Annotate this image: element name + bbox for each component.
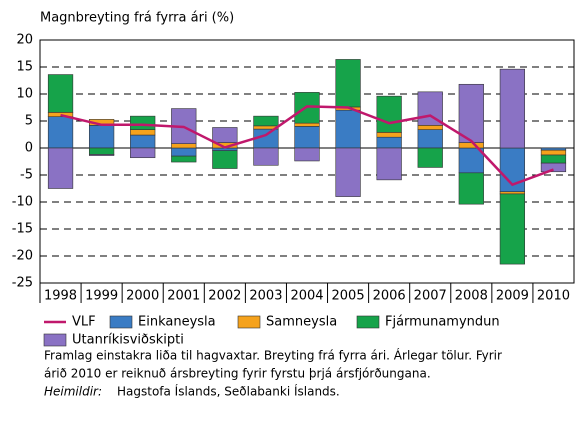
x-tick-label: 2000 <box>126 289 159 304</box>
bar-segment <box>88 154 115 156</box>
bar-segment <box>458 142 484 149</box>
vlf-line <box>60 105 554 187</box>
y-tick-label: -25 <box>12 276 33 291</box>
bar-segment <box>171 143 197 149</box>
x-tick-label: 2009 <box>496 289 529 304</box>
bar-segment <box>47 74 74 113</box>
bar-segment <box>253 115 279 127</box>
bar-segment <box>130 134 156 149</box>
bar-segment <box>171 147 197 157</box>
bar-segment <box>212 150 238 169</box>
x-tick-label: 2002 <box>208 289 241 304</box>
bar-segment <box>335 147 361 197</box>
y-tick-label: 15 <box>16 60 33 75</box>
bar-segment <box>499 68 526 149</box>
y-tick-label: -20 <box>12 249 33 264</box>
bar-segment <box>458 172 484 205</box>
bar-segment <box>335 109 361 149</box>
legend-swatch <box>237 315 261 329</box>
bar-segment <box>540 154 567 164</box>
bar-segment <box>294 147 320 162</box>
bar-segment <box>540 162 567 173</box>
legend-label: Fjármunamyndun <box>385 315 500 330</box>
bar-segment <box>376 132 402 138</box>
y-tick-label: 0 <box>25 141 33 156</box>
legend-label: Utanríkisviðskipti <box>72 333 184 348</box>
legend-label: Einkaneysla <box>138 315 216 330</box>
bar-segment <box>294 122 320 127</box>
bar-segment <box>171 155 197 163</box>
bar-segment <box>540 149 567 156</box>
bar-segment <box>253 147 279 166</box>
legend-swatch <box>43 333 67 347</box>
x-tick-label: 2003 <box>249 289 282 304</box>
bar-segment <box>130 115 156 130</box>
legend-label: Samneysla <box>266 315 337 330</box>
x-tick-label: 2005 <box>332 289 365 304</box>
legend-swatch <box>356 315 380 329</box>
x-tick-label: 1998 <box>44 289 77 304</box>
legend-label: VLF <box>72 315 96 330</box>
bar-segment <box>88 125 115 149</box>
plot-frame <box>39 39 575 284</box>
bar-segment <box>335 59 361 108</box>
bar-segment <box>540 147 567 151</box>
bar-segment <box>88 147 115 155</box>
y-tick-label: 10 <box>16 87 33 102</box>
bar-segment <box>294 126 320 149</box>
y-tick-label: -5 <box>20 168 33 183</box>
bar-segment <box>458 83 484 143</box>
y-tick-label: 20 <box>16 33 33 48</box>
y-tick-label: -15 <box>12 222 33 237</box>
bar-segment <box>417 129 443 149</box>
x-tick-label: 2008 <box>455 289 488 304</box>
legend-swatch <box>109 315 133 329</box>
bar-segment <box>376 95 402 133</box>
bar-segment <box>417 125 443 130</box>
bar-segment <box>376 147 402 181</box>
x-tick-label: 2004 <box>290 289 323 304</box>
x-tick-label: 1999 <box>85 289 118 304</box>
y-tick-label: -10 <box>12 195 33 210</box>
bar-segment <box>130 129 156 136</box>
bar-segment <box>212 127 238 143</box>
bar-segment <box>499 191 526 195</box>
source-label: Heimildir: <box>44 385 102 399</box>
note: Framlag einstakra liða til hagvaxtar. Br… <box>44 348 502 363</box>
bar-segment <box>499 193 526 265</box>
bar-segment <box>376 136 402 149</box>
y-axis-label: Magnbreyting frá fyrra ári (%) <box>40 11 234 26</box>
x-tick-label: 2007 <box>414 289 447 304</box>
source: Hagstofa Íslands, Seðlabanki Íslands. <box>117 384 340 399</box>
x-tick-label: 2010 <box>537 289 570 304</box>
x-tick-label: 2001 <box>167 289 200 304</box>
x-tick-label: 2006 <box>373 289 406 304</box>
y-tick-label: 5 <box>25 114 33 129</box>
bar-segment <box>47 116 74 149</box>
bar-segment <box>417 147 443 168</box>
note: árið 2010 er reiknuð ársbreyting fyrir f… <box>44 367 431 381</box>
bar-segment <box>47 147 74 189</box>
bar-segment <box>130 147 156 159</box>
